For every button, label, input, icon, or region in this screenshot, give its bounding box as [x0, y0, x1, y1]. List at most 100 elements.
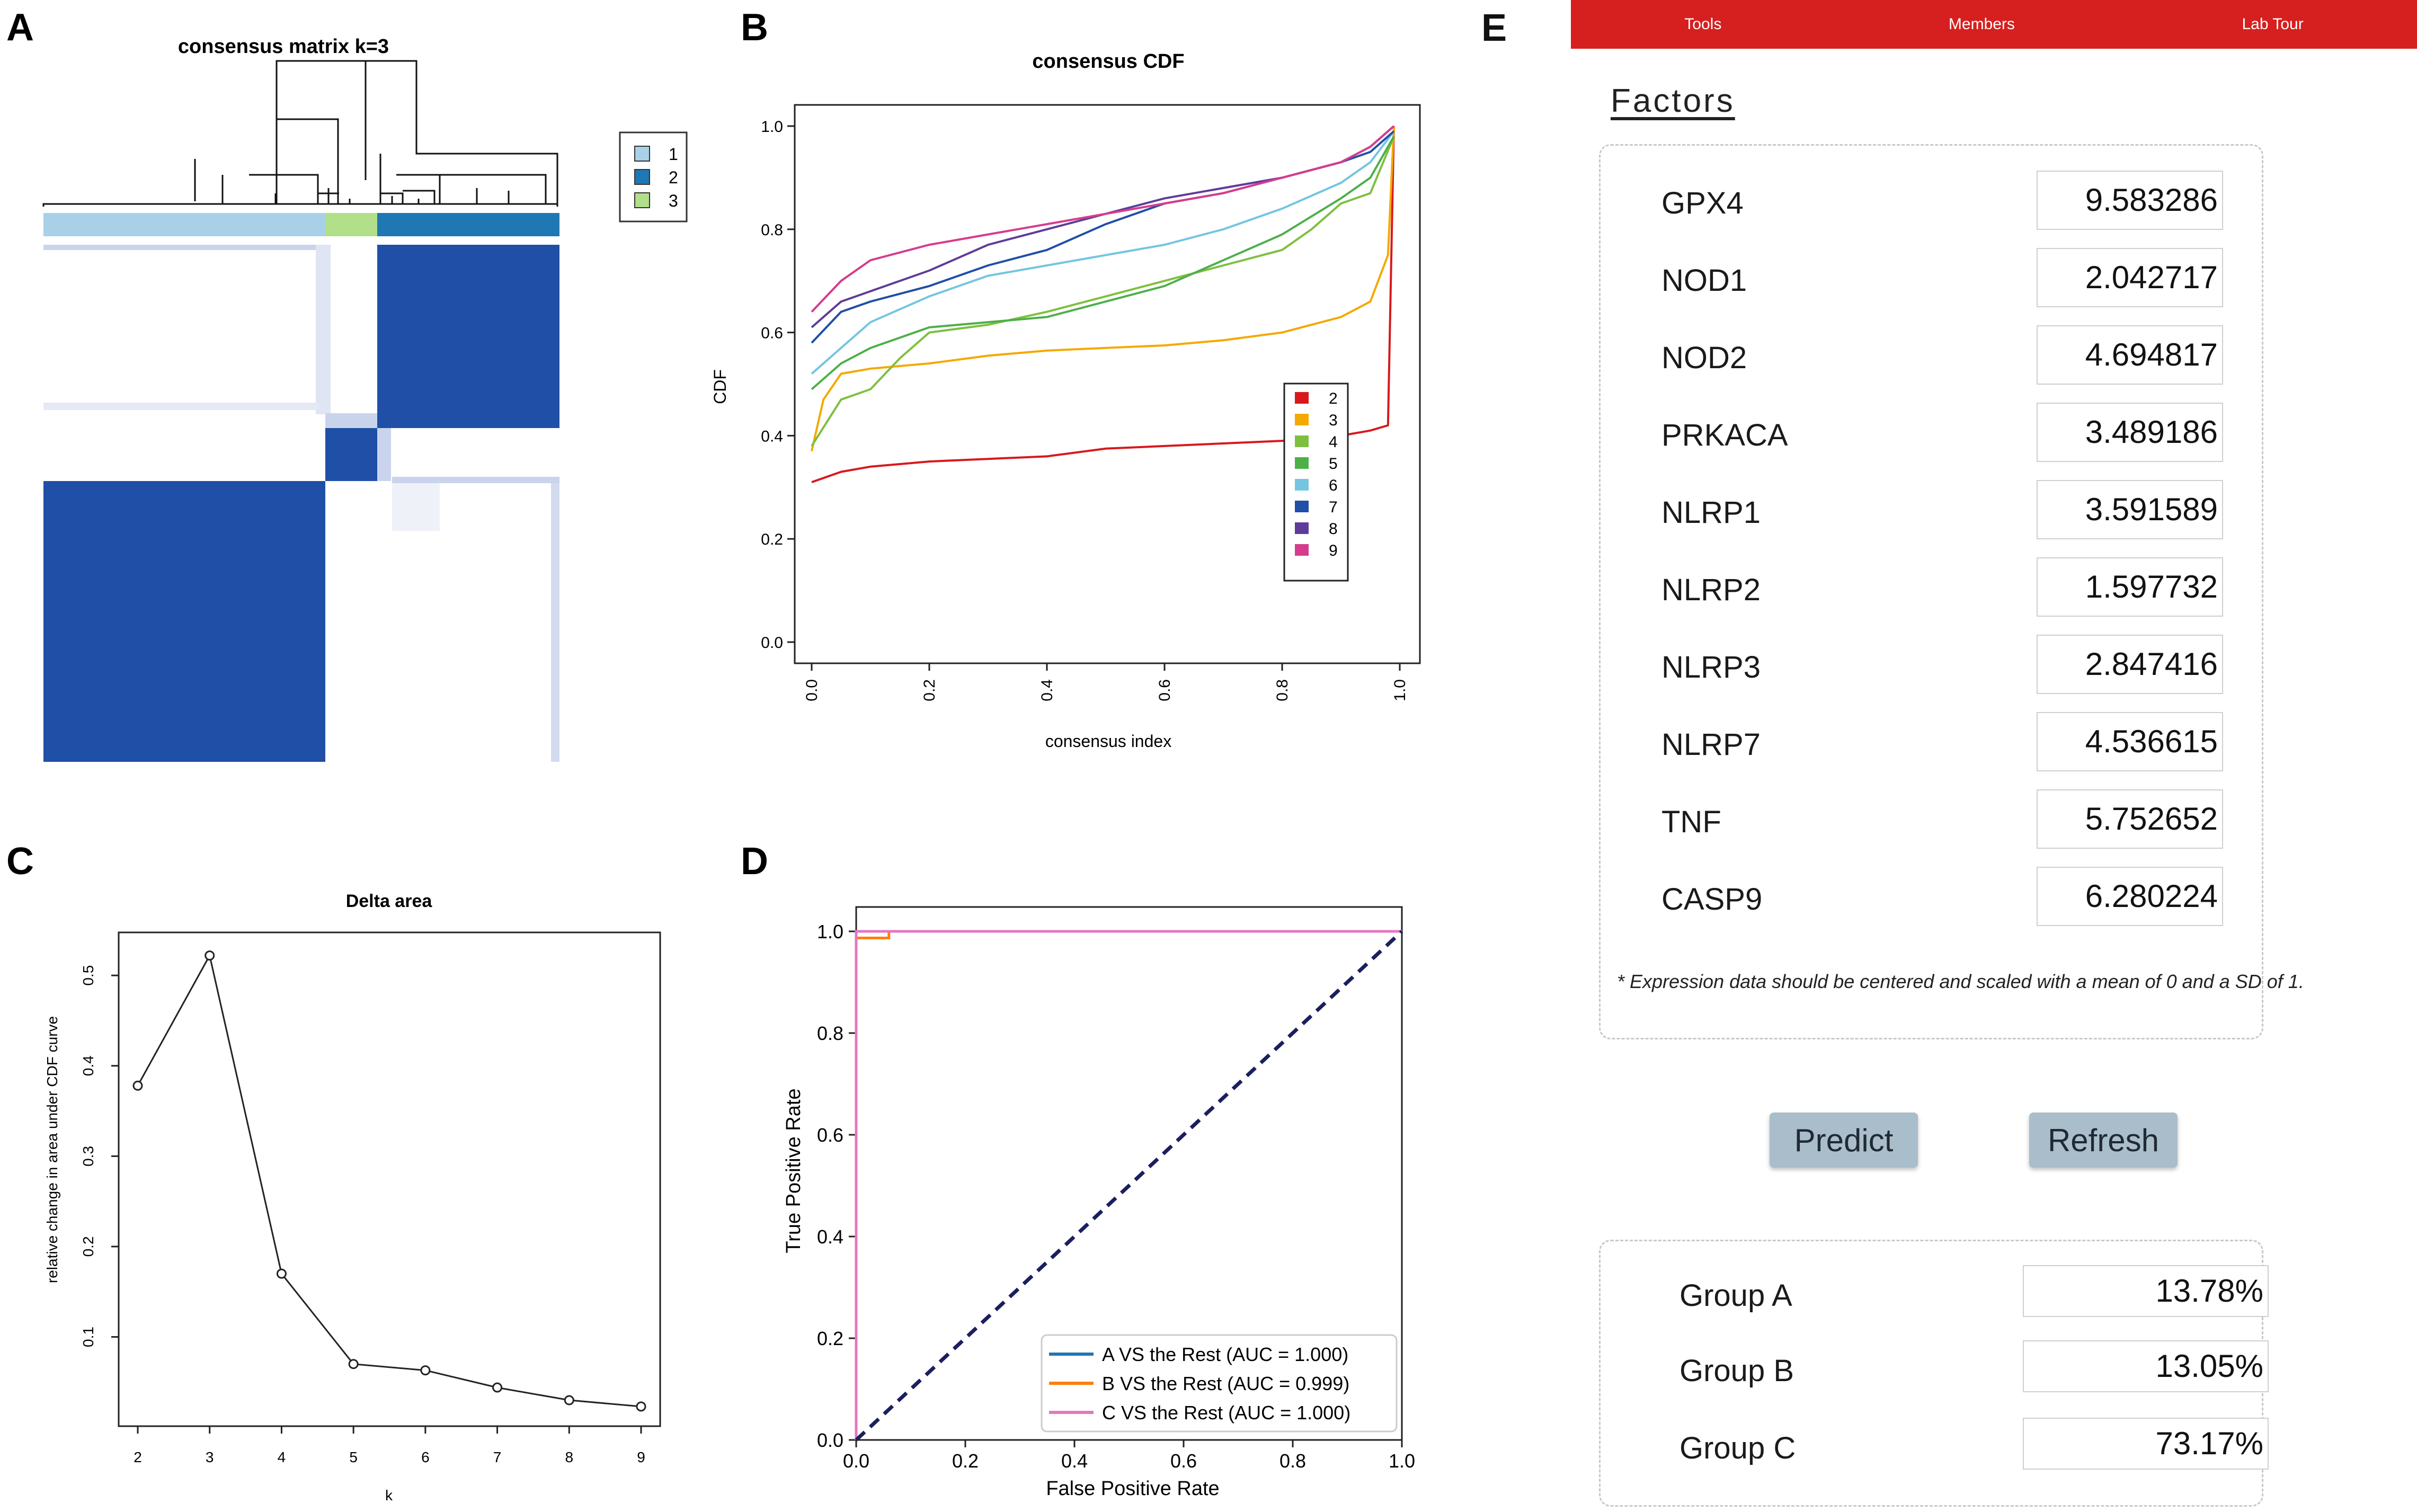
legend-label-1: 1	[669, 145, 678, 164]
factor-input-gpx4[interactable]: 9.583286	[2037, 171, 2223, 230]
cdf-legend-label: 8	[1329, 520, 1338, 538]
result-value-group-a: 13.78%	[2023, 1265, 2269, 1317]
factor-row-nlrp3: NLRP3 2.847416	[1661, 635, 2223, 697]
cdf-xtick-label: 0.4	[1038, 679, 1056, 701]
factor-input-nlrp1[interactable]: 3.591589	[2037, 480, 2223, 539]
factor-input-casp9[interactable]: 6.280224	[2037, 867, 2223, 926]
legend-swatch-3	[634, 192, 650, 208]
roc-ytick-label: 0.8	[817, 1022, 843, 1044]
delta-xlabel: k	[385, 1487, 393, 1504]
matrix-fringe-4	[377, 428, 391, 481]
cluster-bar-2	[377, 213, 559, 236]
roc-ytick-label: 0.6	[817, 1124, 843, 1146]
cdf-ytick-label: 0.8	[761, 221, 783, 239]
cluster-bar-3	[325, 213, 377, 236]
delta-point	[205, 950, 215, 961]
factor-input-nlrp2[interactable]: 1.597732	[2037, 557, 2223, 617]
cdf-line-k6	[811, 130, 1395, 375]
factor-row-nod2: NOD2 4.694817	[1661, 325, 2223, 388]
factor-input-nod1[interactable]: 2.042717	[2037, 248, 2223, 307]
roc-xtick-label: 0.8	[1279, 1450, 1306, 1472]
cdf-line-k2	[811, 126, 1395, 483]
cdf-line-k7	[811, 130, 1395, 344]
cluster-bar-1	[43, 213, 325, 236]
cdf-xtick-label: 0.6	[1156, 679, 1174, 701]
delta-point	[348, 1359, 359, 1369]
delta-point	[564, 1395, 574, 1406]
result-label: Group C	[1680, 1431, 1796, 1465]
delta-xtick-label: 2	[134, 1449, 142, 1465]
roc-ytick-label: 1.0	[817, 921, 843, 942]
factor-input-nlrp7[interactable]: 4.536615	[2037, 712, 2223, 771]
predict-button[interactable]: Predict	[1770, 1113, 1918, 1168]
factor-label: TNF	[1661, 805, 1721, 839]
delta-point	[636, 1401, 646, 1412]
delta-ytick-label: 0.4	[80, 1055, 96, 1076]
dendrogram	[42, 60, 558, 207]
factor-input-nod2[interactable]: 4.694817	[2037, 325, 2223, 385]
factor-row-nlrp1: NLRP1 3.591589	[1661, 480, 2223, 542]
nav-members[interactable]: Members	[1948, 15, 2015, 33]
factors-box	[1599, 144, 2263, 1039]
figure-canvas: A B C D consensus matrix k=3	[6, 6, 1421, 1504]
cdf-legend-label: 9	[1329, 542, 1338, 559]
nav-lab-tour[interactable]: Lab Tour	[2242, 15, 2304, 33]
delta-ytick-label: 0.5	[80, 965, 96, 986]
expression-note: * Expression data should be centered and…	[1617, 971, 2304, 992]
matrix-fringe-7	[392, 477, 559, 483]
delta-plot-frame	[118, 931, 661, 1427]
matrix-block-2	[377, 245, 559, 428]
factor-input-tnf[interactable]: 5.752652	[2037, 789, 2223, 849]
roc-ytick-label: 0.4	[817, 1226, 843, 1248]
factor-label: PRKACA	[1661, 418, 1788, 452]
factor-row-casp9: CASP9 6.280224	[1661, 867, 2223, 929]
cdf-axes: 0.0 0.2 0.4 0.6 0.8 1.0 0.0 0.2 0.4 0.6 0.8 1.0	[761, 118, 1409, 701]
cdf-legend-label: 6	[1329, 477, 1338, 494]
factor-label: NOD1	[1661, 263, 1747, 298]
delta-xtick-label: 6	[421, 1449, 430, 1465]
cdf-legend	[1283, 383, 1349, 582]
nav-tools[interactable]: Tools	[1684, 15, 1722, 33]
matrix-block-3	[325, 428, 377, 481]
factor-input-nlrp3[interactable]: 2.847416	[2037, 635, 2223, 694]
cdf-ytick-label: 0.6	[761, 325, 783, 342]
refresh-button[interactable]: Refresh	[2029, 1113, 2178, 1168]
delta-xtick-label: 9	[637, 1449, 645, 1465]
cdf-ylabel: CDF	[710, 369, 730, 404]
cdf-legend-swatch	[1295, 501, 1309, 512]
cdf-ytick-label: 0.2	[761, 531, 783, 548]
roc-chance-line	[855, 930, 1403, 1442]
matrix-fringe-2	[316, 245, 331, 414]
factors-title: Factors	[1611, 83, 1735, 119]
cdf-legend-swatch	[1295, 457, 1309, 469]
cdf-ytick-label: 0.4	[761, 428, 783, 445]
panel-letter-b: B	[741, 6, 768, 49]
cdf-legend-label: 3	[1329, 412, 1338, 429]
delta-ylabel: relative change in area under CDF curve	[44, 1016, 60, 1283]
result-label: Group B	[1680, 1354, 1794, 1388]
cdf-line-k5	[811, 136, 1395, 390]
roc-xlabel: False Positive Rate	[1046, 1478, 1219, 1500]
roc-legend-label: C VS the Rest (AUC = 1.000)	[1102, 1402, 1350, 1424]
factor-label: CASP9	[1661, 882, 1763, 917]
delta-ytick-label: 0.1	[80, 1327, 96, 1347]
roc-line-c	[855, 930, 1402, 1440]
cdf-legend-swatch	[1295, 522, 1309, 534]
top-navbar: Tools Members Lab Tour	[1571, 0, 2417, 49]
roc-lines	[855, 930, 1403, 1442]
delta-title: Delta area	[346, 891, 433, 911]
matrix-legend	[619, 131, 688, 223]
cdf-legend-label: 2	[1329, 390, 1338, 407]
factor-row-nlrp7: NLRP7 4.536615	[1661, 712, 2223, 775]
cdf-legend-swatch	[1295, 479, 1309, 491]
factor-input-prkaca[interactable]: 3.489186	[2037, 403, 2223, 462]
legend-label-3: 3	[669, 191, 678, 210]
legend-label-2: 2	[669, 168, 678, 187]
result-row-group-c: Group C 73.17%	[1680, 1418, 2269, 1473]
cdf-title: consensus CDF	[1032, 50, 1184, 73]
cdf-line-k3	[811, 126, 1395, 452]
panel-letter-a: A	[6, 6, 34, 49]
delta-point	[420, 1365, 431, 1376]
roc-xtick-label: 1.0	[1389, 1450, 1415, 1472]
cdf-legend-items: 2 3 4 5 6 7 8 9	[1295, 390, 1338, 559]
